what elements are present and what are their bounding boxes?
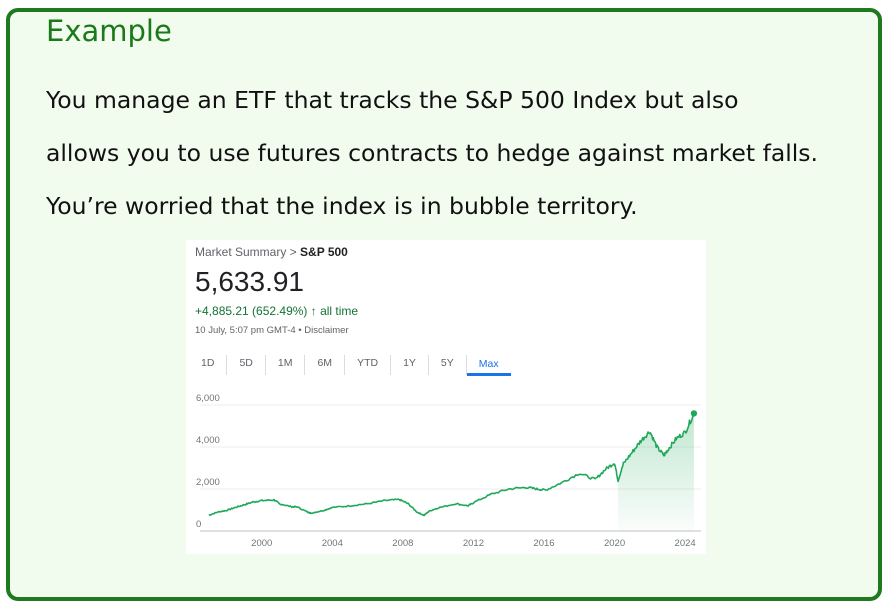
tab-6m[interactable]: 6M: [305, 354, 346, 375]
y-tick-label: 0: [196, 519, 201, 530]
tab-5d[interactable]: 5D: [227, 354, 266, 375]
price-area-fill: [618, 413, 694, 531]
market-summary-card: Market Summary > S&P 500 5,633.91 +4,885…: [186, 240, 706, 554]
x-tick-label: 2024: [675, 538, 696, 549]
x-tick-label: 2016: [533, 538, 554, 549]
price-change: +4,885.21 (652.49%) ↑ all time: [195, 304, 359, 318]
current-price-dot: [690, 410, 698, 417]
price-chart[interactable]: 0 2,000 4,000 6,000 2000 2004 2008 2012 2016 2020…: [186, 390, 706, 554]
x-tick-label: 2000: [251, 538, 272, 549]
example-text: You manage an ETF that tracks the S&P 50…: [46, 74, 866, 233]
price-line: [208, 413, 695, 517]
example-line-1: You manage an ETF that tracks the S&P 50…: [46, 86, 739, 114]
x-tick-label: 2008: [392, 538, 413, 549]
breadcrumb-current: S&P 500: [300, 245, 348, 259]
range-tabs: 1D 5D 1M 6M YTD 1Y 5Y Max: [189, 353, 511, 376]
x-tick-label: 2020: [604, 538, 625, 549]
tab-1d[interactable]: 1D: [189, 354, 228, 375]
index-price: 5,633.91: [195, 266, 304, 297]
tab-max[interactable]: Max: [466, 356, 511, 376]
y-tick-label: 2,000: [196, 477, 220, 488]
timestamp-disclaimer[interactable]: 10 July, 5:07 pm GMT-4 • Disclaimer: [195, 325, 349, 336]
example-title: Example: [46, 14, 172, 48]
tab-ytd[interactable]: YTD: [345, 354, 392, 375]
y-tick-label: 6,000: [196, 393, 220, 404]
tab-1y[interactable]: 1Y: [391, 354, 429, 375]
x-tick-label: 2004: [322, 538, 343, 549]
y-tick-label: 4,000: [196, 435, 220, 446]
breadcrumb: Market Summary > S&P 500: [195, 245, 348, 259]
breadcrumb-market-summary-link[interactable]: Market Summary >: [195, 245, 301, 259]
tab-1m[interactable]: 1M: [266, 354, 306, 375]
tab-5y[interactable]: 5Y: [429, 354, 467, 375]
x-tick-label: 2012: [463, 538, 484, 549]
example-line-3: You’re worried that the index is in bubb…: [46, 192, 638, 220]
example-line-2: allows you to use futures contracts to h…: [46, 139, 819, 167]
